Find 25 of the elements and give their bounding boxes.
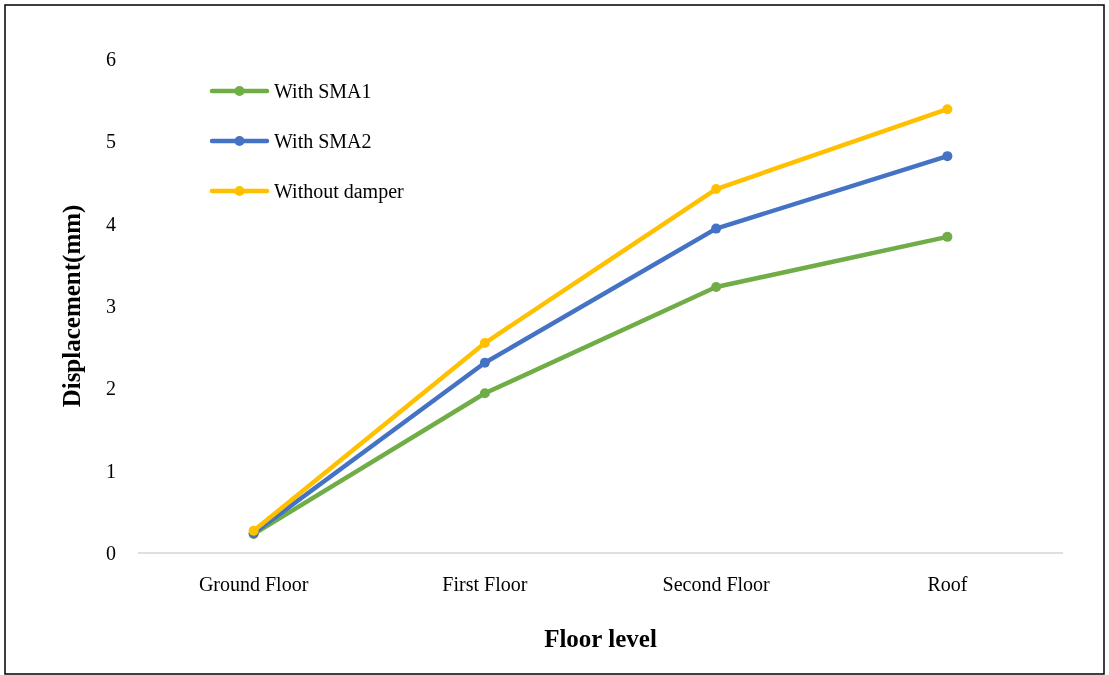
point (711, 282, 722, 293)
y-tick-label: 6 (106, 48, 116, 70)
x-axis-title: Floor level (544, 625, 657, 652)
x-tick-label: Roof (927, 573, 968, 595)
point (711, 184, 722, 195)
y-tick-label: 5 (106, 130, 116, 153)
y-tick-label: 2 (106, 377, 116, 400)
legend-label: Without damper (274, 180, 405, 203)
point (479, 357, 490, 368)
point (479, 338, 490, 349)
point (942, 231, 953, 242)
y-tick-label: 3 (106, 295, 116, 317)
x-tick-label: Second Floor (662, 573, 771, 595)
point (942, 151, 953, 162)
legend-label: With SMA2 (274, 130, 372, 152)
y-axis-title: Displacement(mm) (58, 204, 86, 408)
point (711, 223, 722, 234)
legend-label: With SMA1 (274, 80, 372, 102)
point (479, 388, 490, 399)
y-tick-label: 4 (106, 212, 116, 235)
point (942, 104, 953, 115)
x-tick-label: Ground Floor (198, 573, 309, 595)
x-tick-label: First Floor (442, 573, 528, 595)
y-tick-label: 1 (106, 459, 116, 482)
y-tick-label: 0 (106, 542, 116, 564)
